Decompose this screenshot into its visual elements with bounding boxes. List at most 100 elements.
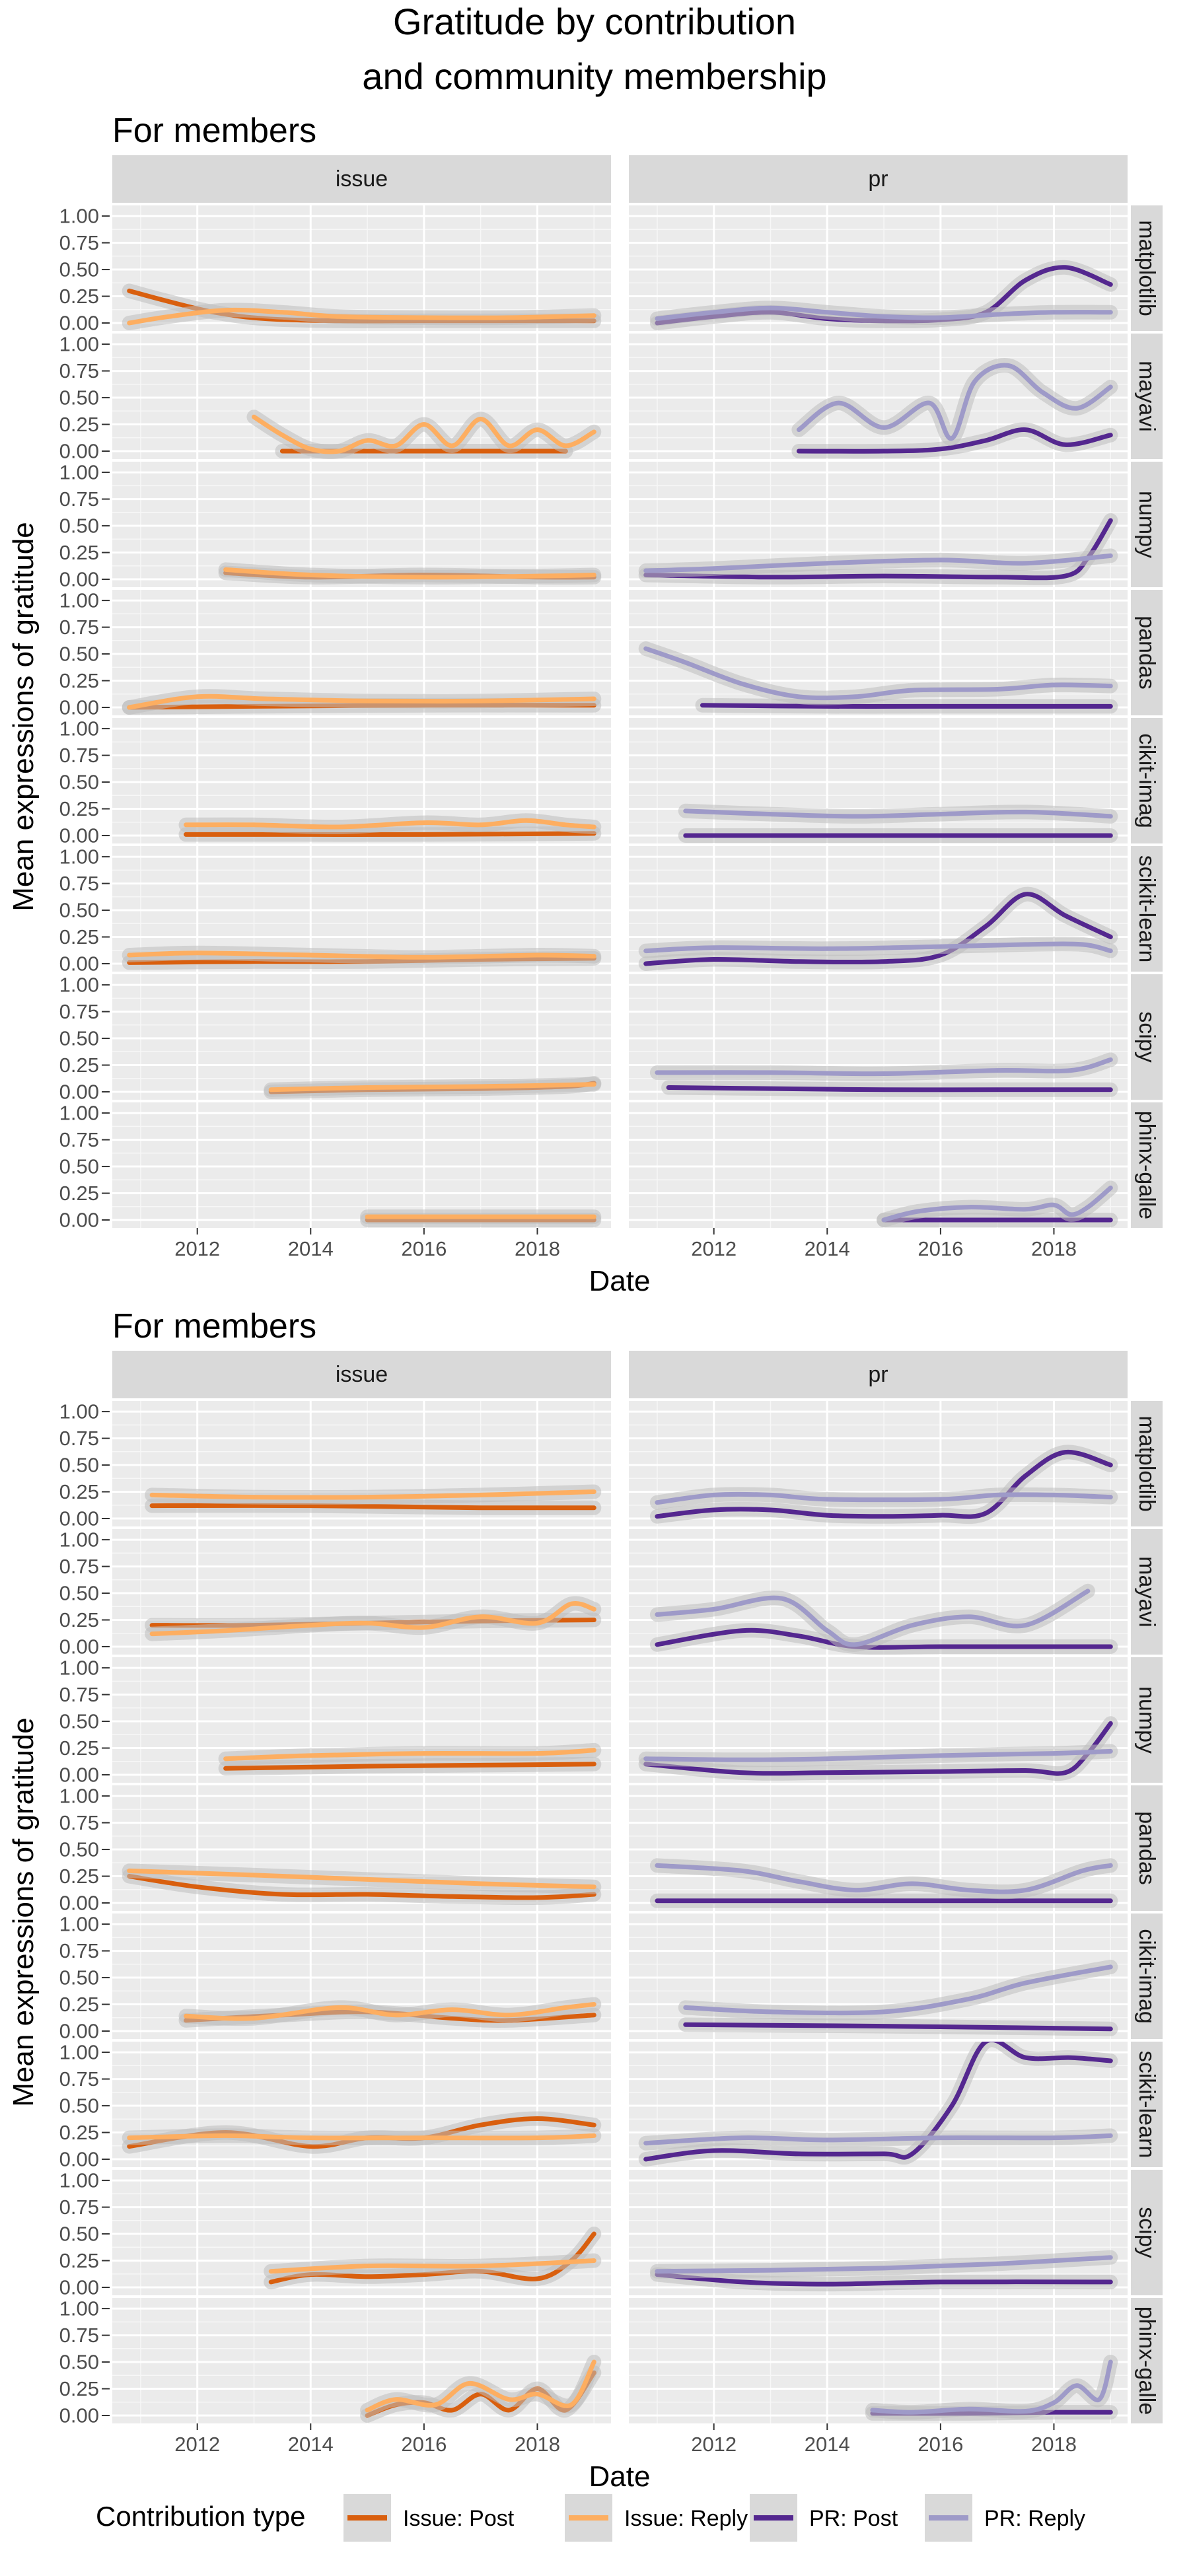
- facet-scikit-learn-issue: [112, 2042, 611, 2167]
- y-tick-label: 0.00: [59, 1081, 99, 1104]
- facet-numpy-issue: [112, 1657, 611, 1783]
- y-tick-label: 0.25: [59, 1608, 99, 1631]
- y-tick-label: 0.50: [59, 2094, 99, 2118]
- y-tick-label: 0.75: [59, 2067, 99, 2091]
- y-tick-label: 0.75: [59, 231, 99, 254]
- x-tick-label: 2018: [1031, 2433, 1077, 2456]
- series-line-issue-reply: [184, 2002, 596, 2021]
- row-strip: [1131, 2042, 1163, 2167]
- row-strip-label: mayavi: [1134, 361, 1159, 432]
- facet-pandas-pr: [629, 590, 1128, 715]
- y-tick-label: 0.00: [59, 1764, 99, 1787]
- row-strip: [1131, 1102, 1163, 1228]
- series-line-issue-reply: [127, 694, 596, 710]
- facet-pandas-pr: [629, 1785, 1128, 1911]
- facet-sphinx-gallery-pr: [629, 2298, 1128, 2423]
- y-tick-label: 0.50: [59, 2223, 99, 2246]
- y-tick-label: 0.75: [59, 1683, 99, 1706]
- x-tick-label: 2012: [174, 2433, 220, 2456]
- y-tick-label: 0.25: [59, 2249, 99, 2272]
- y-tick-label: 0.25: [59, 1865, 99, 1888]
- y-tick-label: 1.00: [59, 1785, 99, 1808]
- series-group: [678, 1959, 1118, 2036]
- legend-entry: PR: Reply: [925, 2494, 1085, 2542]
- series-group: [218, 562, 602, 585]
- y-tick-label: 0.00: [59, 1892, 99, 1915]
- series-group: [360, 2355, 602, 2423]
- row-strip-label: pandas: [1134, 1811, 1159, 1885]
- y-axis-title: Mean expressions of gratitude: [7, 522, 40, 911]
- y-tick-label: 0.00: [59, 2404, 99, 2427]
- series-group: [638, 886, 1118, 971]
- legend-entry: PR: Post: [750, 2494, 898, 2542]
- series-line-pr-post: [643, 1721, 1113, 1776]
- y-tick-label: 0.50: [59, 1027, 99, 1050]
- y-tick-label: 0.00: [59, 2020, 99, 2043]
- x-tick-label: 2016: [918, 1237, 963, 1260]
- series-line-pr-reply: [655, 1057, 1113, 1077]
- facet-scikit-learn-pr: [629, 846, 1128, 972]
- facet-scikit-image-pr: [629, 718, 1128, 843]
- y-tick-label: 0.75: [59, 1427, 99, 1450]
- y-tick-label: 1.00: [59, 2041, 99, 2064]
- series-group: [178, 813, 602, 842]
- y-tick-label: 0.50: [59, 515, 99, 538]
- series-group: [791, 358, 1118, 459]
- facet-numpy-issue: [112, 462, 611, 587]
- facet-scipy-issue: [112, 974, 611, 1100]
- facet-matplotlib-pr: [629, 205, 1128, 331]
- y-tick-label: 1.00: [59, 1102, 99, 1125]
- series-line-issue-reply: [127, 2133, 596, 2141]
- column-strip: [112, 1351, 611, 1398]
- y-tick-label: 0.50: [59, 386, 99, 410]
- row-strip-label: scikit-learn: [1134, 855, 1159, 962]
- y-tick-label: 0.75: [59, 1128, 99, 1151]
- y-tick-label: 0.50: [59, 258, 99, 281]
- legend-entry-label: PR: Reply: [984, 2506, 1085, 2531]
- panel-1: For members issue pr matplotlib 0.00 0.25 0.50…: [7, 112, 1163, 1297]
- y-tick-label: 0.25: [59, 1054, 99, 1077]
- y-tick-label: 1.00: [59, 1657, 99, 1680]
- y-tick-label: 0.00: [59, 824, 99, 847]
- series-line-pr-reply: [655, 1491, 1113, 1505]
- series-group: [649, 260, 1118, 330]
- y-tick-label: 0.00: [59, 568, 99, 591]
- facet-mayavi-pr: [629, 334, 1128, 459]
- series-line-issue-reply: [149, 1600, 596, 1637]
- y-tick-label: 1.00: [59, 2297, 99, 2320]
- series-group: [122, 283, 602, 330]
- series-line-pr-reply: [881, 1185, 1113, 1223]
- facet-mayavi-pr: [629, 1529, 1128, 1655]
- series-line-pr-reply: [655, 1863, 1113, 1894]
- y-tick-label: 0.25: [59, 2121, 99, 2144]
- legend-entry: Issue: Post: [343, 2494, 515, 2542]
- series-line-pr-reply: [683, 1964, 1113, 2016]
- series-line-pr-post: [700, 703, 1113, 709]
- facet-sphinx-gallery-pr: [629, 1102, 1128, 1228]
- column-strip-label: issue: [336, 1362, 388, 1387]
- y-tick-label: 0.00: [59, 2148, 99, 2171]
- row-strip: [1131, 974, 1163, 1100]
- facet-mayavi-issue: [112, 334, 611, 459]
- y-tick-label: 0.25: [59, 1480, 99, 1503]
- facet-background: [112, 2298, 611, 2423]
- y-tick-label: 0.00: [59, 312, 99, 335]
- y-tick-label: 0.50: [59, 1582, 99, 1605]
- facet-background: [112, 462, 611, 587]
- x-tick-label: 2016: [401, 2433, 447, 2456]
- series-group: [360, 1209, 602, 1228]
- chart-title-line-2: and community membership: [362, 55, 826, 97]
- y-tick-label: 0.25: [59, 2377, 99, 2400]
- chart-title-line-1: Gratitude by contribution: [393, 1, 796, 42]
- series-line-pr-reply: [643, 646, 1113, 701]
- y-tick-label: 1.00: [59, 205, 99, 228]
- series-line-pr-reply: [683, 808, 1113, 819]
- series-line-issue-reply: [127, 1868, 596, 1890]
- series-group: [122, 2111, 602, 2154]
- y-tick-label: 0.25: [59, 1736, 99, 1760]
- row-strip-label: scipy: [1134, 1011, 1159, 1062]
- y-tick-label: 0.75: [59, 487, 99, 511]
- legend: Contribution type Issue: Post Issue: Reply…: [96, 2494, 1085, 2542]
- y-tick-label: 0.25: [59, 669, 99, 692]
- series-group: [122, 1863, 602, 1906]
